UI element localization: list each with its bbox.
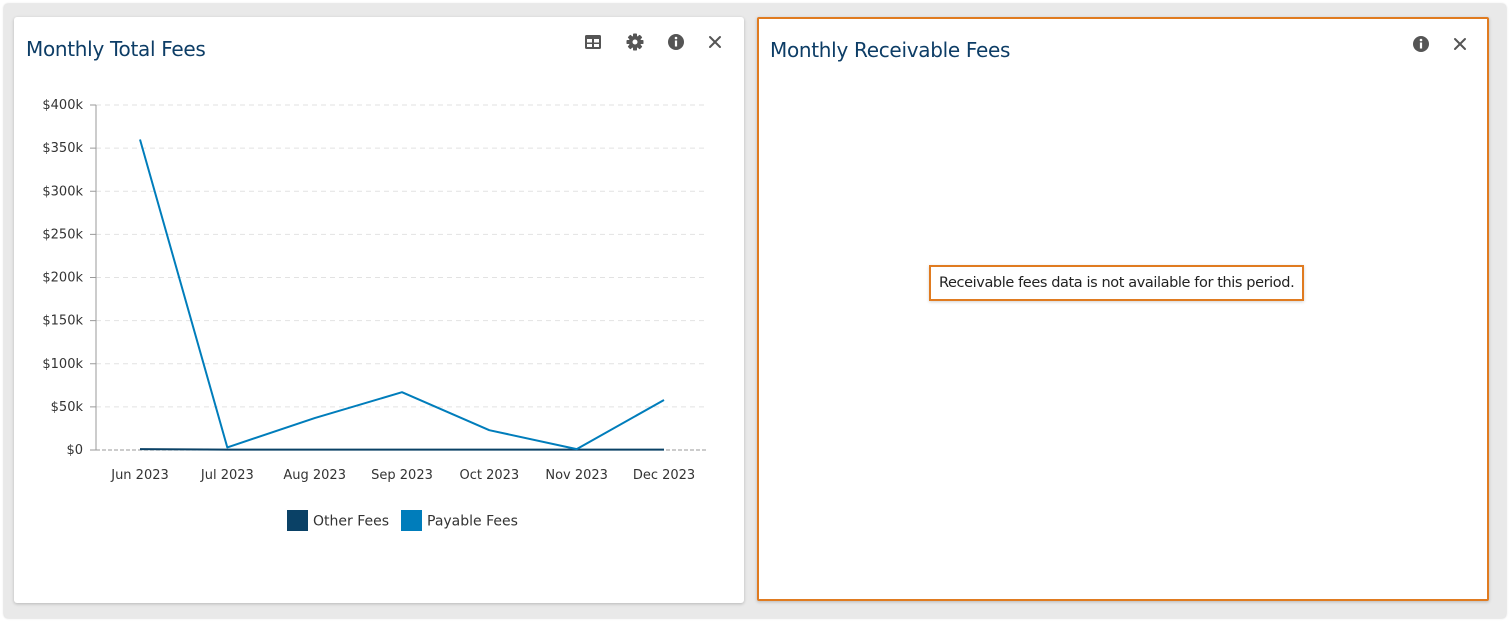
close-icon bbox=[1453, 37, 1467, 51]
monthly-total-fees-chart: $0 $50k $100k $150k $200k $250k $300k $350k $400… bbox=[42, 98, 708, 531]
y-tick-label: $400k bbox=[42, 98, 83, 113]
close-button[interactable] bbox=[1449, 33, 1471, 55]
y-tick-label: $150k bbox=[42, 314, 83, 329]
info-button[interactable] bbox=[1410, 33, 1432, 55]
x-tick-label: Jun 2023 bbox=[110, 468, 169, 483]
y-tick-label: $200k bbox=[42, 271, 83, 286]
x-tick-label: Oct 2023 bbox=[459, 468, 519, 483]
y-tick-label: $300k bbox=[42, 184, 83, 199]
table-view-button[interactable] bbox=[582, 31, 604, 53]
widget-title: Monthly Total Fees bbox=[26, 37, 206, 61]
y-tick-label: $50k bbox=[51, 400, 84, 415]
legend-label: Payable Fees bbox=[427, 514, 518, 530]
y-tick-label: $350k bbox=[42, 141, 83, 156]
settings-button[interactable] bbox=[624, 31, 646, 53]
y-tick-label: $0 bbox=[66, 443, 83, 458]
info-icon bbox=[1412, 35, 1430, 53]
widget-title: Monthly Receivable Fees bbox=[770, 38, 1011, 62]
y-tick-label: $100k bbox=[42, 357, 83, 372]
table-icon bbox=[584, 34, 602, 50]
close-button[interactable] bbox=[704, 31, 726, 53]
x-tick-label: Dec 2023 bbox=[633, 468, 695, 483]
info-button[interactable] bbox=[665, 31, 687, 53]
y-tick-label: $250k bbox=[42, 227, 83, 242]
series-line-other-fees bbox=[139, 448, 664, 451]
monthly-receivable-fees-widget: Monthly Receivable Fees Receivable fees … bbox=[757, 17, 1489, 601]
x-tick-label: Aug 2023 bbox=[283, 468, 346, 483]
legend-swatch bbox=[287, 510, 308, 531]
x-tick-label: Jul 2023 bbox=[200, 468, 254, 483]
legend-swatch bbox=[401, 510, 422, 531]
series-line-payable-fees bbox=[139, 139, 665, 451]
x-tick-label: Sep 2023 bbox=[371, 468, 433, 483]
gear-icon bbox=[626, 33, 644, 51]
no-data-message: Receivable fees data is not available fo… bbox=[929, 265, 1305, 301]
info-icon bbox=[667, 33, 685, 51]
x-tick-label: Nov 2023 bbox=[545, 468, 608, 483]
monthly-total-fees-widget: Monthly Total Fees bbox=[14, 17, 744, 603]
legend-label: Other Fees bbox=[313, 514, 389, 530]
close-icon bbox=[708, 35, 722, 49]
